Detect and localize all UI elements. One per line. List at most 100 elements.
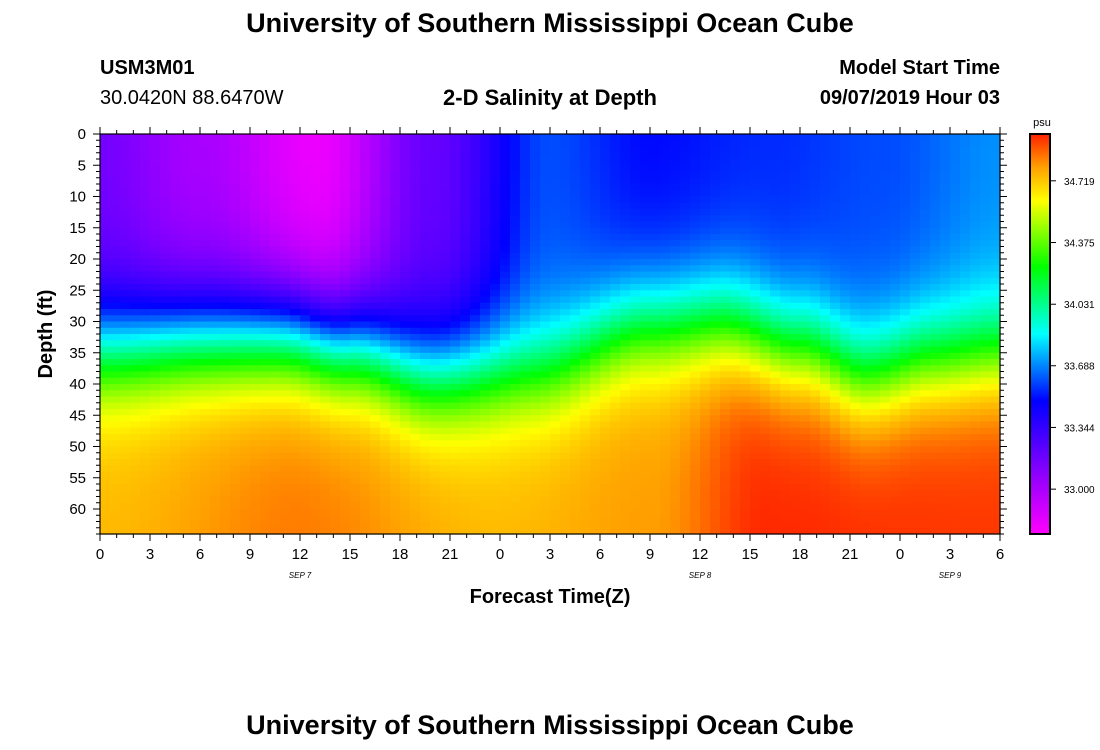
heatmap-cell bbox=[760, 215, 771, 223]
heatmap-cell bbox=[680, 309, 691, 316]
heatmap-cell bbox=[210, 346, 221, 354]
heatmap-cell bbox=[580, 452, 591, 460]
heatmap-cell bbox=[450, 421, 461, 429]
heatmap-cell bbox=[870, 509, 881, 516]
heatmap-cell bbox=[550, 296, 561, 304]
heatmap-cell bbox=[840, 202, 851, 210]
heatmap-cell bbox=[760, 252, 771, 260]
heatmap-cell bbox=[410, 252, 421, 260]
heatmap-cell bbox=[530, 165, 541, 173]
heatmap-cell bbox=[390, 171, 401, 179]
heatmap-cell bbox=[280, 309, 291, 316]
heatmap-cell bbox=[840, 396, 851, 404]
heatmap-cell bbox=[330, 252, 341, 260]
heatmap-cell bbox=[840, 496, 851, 504]
heatmap-cell bbox=[150, 246, 161, 254]
heatmap-cell bbox=[790, 140, 801, 148]
heatmap-cell bbox=[830, 252, 841, 260]
heatmap-cell bbox=[330, 202, 341, 210]
heatmap-cell bbox=[130, 321, 141, 329]
heatmap-cell bbox=[760, 165, 771, 173]
heatmap-cell bbox=[550, 146, 561, 154]
heatmap-cell bbox=[550, 490, 561, 498]
heatmap-cell bbox=[730, 240, 741, 248]
heatmap-cell bbox=[740, 515, 751, 523]
heatmap-cell bbox=[280, 346, 291, 354]
heatmap-cell bbox=[130, 277, 141, 285]
heatmap-cell bbox=[140, 415, 151, 423]
heatmap-cell bbox=[730, 171, 741, 179]
heatmap-cell bbox=[320, 365, 331, 373]
heatmap-cell bbox=[820, 459, 831, 466]
heatmap-cell bbox=[150, 334, 161, 341]
heatmap-cell bbox=[690, 202, 701, 210]
heatmap-cell bbox=[230, 509, 241, 516]
heatmap-cell bbox=[480, 440, 491, 448]
heatmap-cell bbox=[430, 277, 441, 285]
heatmap-cell bbox=[120, 284, 131, 291]
heatmap-cell bbox=[330, 309, 341, 316]
heatmap-cell bbox=[120, 140, 131, 148]
heatmap-cell bbox=[410, 152, 421, 160]
heatmap-cell bbox=[600, 377, 611, 385]
heatmap-cell bbox=[440, 340, 451, 348]
heatmap-cell bbox=[460, 309, 471, 316]
heatmap-cell bbox=[330, 327, 341, 335]
heatmap-cell bbox=[760, 146, 771, 154]
heatmap-cell bbox=[170, 352, 181, 360]
heatmap-cell bbox=[550, 527, 561, 535]
heatmap-cell bbox=[310, 134, 321, 141]
heatmap-cell bbox=[820, 252, 831, 260]
heatmap-cell bbox=[400, 140, 411, 148]
heatmap-cell bbox=[290, 165, 301, 173]
heatmap-cell bbox=[760, 340, 771, 348]
heatmap-cell bbox=[520, 290, 531, 298]
heatmap-cell bbox=[790, 334, 801, 341]
heatmap-cell bbox=[830, 340, 841, 348]
heatmap-cell bbox=[660, 496, 671, 504]
heatmap-cell bbox=[700, 446, 711, 454]
heatmap-cell bbox=[620, 346, 631, 354]
heatmap-cell bbox=[710, 415, 721, 423]
heatmap-cell bbox=[850, 509, 861, 516]
heatmap-cell bbox=[260, 390, 271, 398]
heatmap-cell bbox=[770, 271, 781, 279]
heatmap-cell bbox=[320, 227, 331, 235]
heatmap-cell bbox=[460, 221, 471, 229]
heatmap-cell bbox=[220, 440, 231, 448]
heatmap-cell bbox=[560, 471, 571, 479]
heatmap-cell bbox=[810, 159, 821, 166]
heatmap-cell bbox=[740, 302, 751, 310]
heatmap-cell bbox=[840, 377, 851, 385]
heatmap-cell bbox=[290, 290, 301, 298]
heatmap-cell bbox=[670, 259, 681, 266]
heatmap-cell bbox=[380, 184, 391, 191]
heatmap-cell bbox=[670, 227, 681, 235]
heatmap-cell bbox=[180, 302, 191, 310]
heatmap-cell bbox=[840, 302, 851, 310]
heatmap-cell bbox=[540, 484, 551, 491]
heatmap-cell bbox=[780, 209, 791, 216]
heatmap-cell bbox=[830, 402, 841, 410]
heatmap-cell bbox=[660, 440, 671, 448]
heatmap-cell bbox=[650, 215, 661, 223]
heatmap-cell bbox=[160, 184, 171, 191]
heatmap-cell bbox=[220, 152, 231, 160]
heatmap-cell bbox=[390, 415, 401, 423]
heatmap-cell bbox=[810, 140, 821, 148]
heatmap-cell bbox=[210, 334, 221, 341]
heatmap-cell bbox=[600, 252, 611, 260]
heatmap-cell bbox=[790, 152, 801, 160]
heatmap-cell bbox=[620, 477, 631, 485]
heatmap-cell bbox=[780, 521, 791, 529]
heatmap-cell bbox=[710, 527, 721, 535]
heatmap-cell bbox=[570, 140, 581, 148]
heatmap-cell bbox=[360, 459, 371, 466]
heatmap-cell bbox=[750, 427, 761, 435]
heatmap-cell bbox=[830, 302, 841, 310]
heatmap-cell bbox=[170, 484, 181, 491]
heatmap-cell bbox=[850, 290, 861, 298]
heatmap-cell bbox=[240, 471, 251, 479]
heatmap-cell bbox=[610, 284, 621, 291]
heatmap-cell bbox=[430, 409, 441, 416]
